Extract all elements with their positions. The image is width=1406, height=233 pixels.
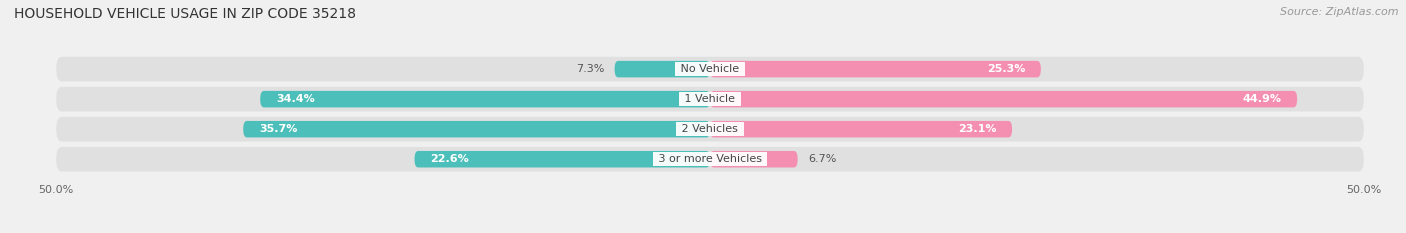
Text: No Vehicle: No Vehicle <box>678 64 742 74</box>
Text: 35.7%: 35.7% <box>259 124 297 134</box>
Text: 7.3%: 7.3% <box>575 64 605 74</box>
FancyBboxPatch shape <box>415 151 710 168</box>
FancyBboxPatch shape <box>56 147 1364 171</box>
Text: 23.1%: 23.1% <box>957 124 997 134</box>
FancyBboxPatch shape <box>710 91 1298 107</box>
FancyBboxPatch shape <box>710 121 1012 137</box>
FancyBboxPatch shape <box>56 87 1364 111</box>
FancyBboxPatch shape <box>260 91 710 107</box>
FancyBboxPatch shape <box>56 57 1364 82</box>
Text: HOUSEHOLD VEHICLE USAGE IN ZIP CODE 35218: HOUSEHOLD VEHICLE USAGE IN ZIP CODE 3521… <box>14 7 356 21</box>
Text: Source: ZipAtlas.com: Source: ZipAtlas.com <box>1281 7 1399 17</box>
Text: 44.9%: 44.9% <box>1243 94 1281 104</box>
Text: 2 Vehicles: 2 Vehicles <box>678 124 742 134</box>
Text: 6.7%: 6.7% <box>808 154 837 164</box>
FancyBboxPatch shape <box>56 117 1364 141</box>
Text: 3 or more Vehicles: 3 or more Vehicles <box>655 154 765 164</box>
Text: 1 Vehicle: 1 Vehicle <box>682 94 738 104</box>
FancyBboxPatch shape <box>710 151 797 168</box>
FancyBboxPatch shape <box>710 61 1040 77</box>
Text: 22.6%: 22.6% <box>430 154 470 164</box>
FancyBboxPatch shape <box>243 121 710 137</box>
FancyBboxPatch shape <box>614 61 710 77</box>
Text: 34.4%: 34.4% <box>276 94 315 104</box>
Text: 25.3%: 25.3% <box>987 64 1025 74</box>
